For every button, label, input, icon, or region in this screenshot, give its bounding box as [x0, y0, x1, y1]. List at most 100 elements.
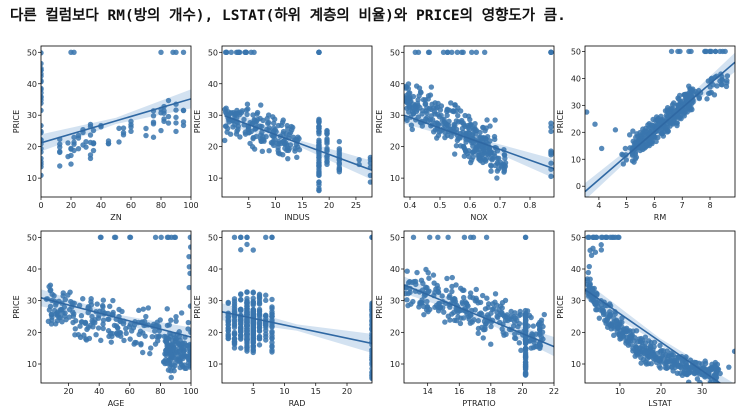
- scatter-point: [57, 314, 64, 321]
- scatter-point: [164, 306, 170, 312]
- scatter-point: [231, 329, 238, 336]
- scatter-point: [143, 132, 149, 139]
- scatter-point: [238, 306, 244, 313]
- scatter-point: [412, 49, 418, 55]
- scatter-point: [456, 307, 462, 314]
- scatter-point: [75, 135, 82, 141]
- scatter-point: [641, 128, 648, 134]
- scatter-point: [426, 275, 432, 281]
- scatter-point: [624, 328, 630, 334]
- scatter-point: [324, 153, 330, 160]
- scatter-point: [161, 108, 167, 114]
- scatter-point: [548, 49, 554, 55]
- scatter-point: [451, 124, 457, 131]
- plot-area: [404, 234, 554, 378]
- scatter-point: [489, 306, 496, 313]
- scatter-point: [243, 49, 249, 55]
- scatter-point: [250, 290, 256, 296]
- x-tick-label: 5: [624, 201, 629, 210]
- axes-frame: [40, 230, 192, 384]
- x-tick-label: 25: [351, 201, 361, 210]
- scatter-point: [665, 128, 671, 134]
- y-tick-label: 30: [208, 111, 218, 120]
- x-tick-label: 0.6: [464, 201, 477, 210]
- x-tick-label: 0: [38, 201, 43, 210]
- scatter-point: [83, 144, 89, 150]
- scatter-point: [450, 108, 457, 114]
- scatter-point: [165, 97, 172, 104]
- scatter-point: [138, 340, 144, 347]
- scatter-point: [180, 49, 187, 55]
- scatter-point: [453, 143, 460, 149]
- scatter-point: [475, 300, 481, 306]
- scatter-point: [107, 303, 113, 310]
- scatter-point: [57, 144, 63, 150]
- scatter-point: [143, 125, 149, 132]
- scatter-point: [137, 328, 144, 335]
- scatter-point: [98, 337, 104, 344]
- scatter-point: [522, 234, 529, 241]
- regression-line: [224, 115, 372, 172]
- scatter-point: [404, 268, 410, 274]
- scatter-point: [630, 128, 636, 134]
- scatter-point: [702, 360, 709, 367]
- scatter-point: [502, 314, 508, 320]
- page-headline: 다른 컬럼보다 RM(방의 개수), LSTAT(하위 계층의 비율)와 PRI…: [10, 8, 566, 24]
- scatter-point: [41, 78, 44, 85]
- scatter-point: [256, 342, 263, 348]
- scatter-point: [631, 140, 638, 146]
- scatter-point: [266, 147, 272, 154]
- scatter-point: [708, 48, 715, 55]
- scatter-point: [152, 234, 159, 241]
- scatter-point: [93, 332, 99, 338]
- scatter-point: [410, 105, 417, 112]
- scatter-point: [444, 49, 451, 55]
- scatter-point: [606, 314, 612, 320]
- scatter-point: [289, 124, 296, 131]
- x-tick-label: 80: [155, 387, 165, 396]
- scatter-point: [228, 49, 234, 55]
- scatter-point: [100, 308, 106, 314]
- scatter-point: [676, 96, 682, 102]
- scatter-point: [356, 157, 362, 163]
- scatter-point: [54, 309, 61, 315]
- scatter-point: [642, 349, 649, 355]
- scatter-point: [473, 146, 479, 153]
- scatter-point: [256, 336, 263, 342]
- subplot-indus: 5 10 15 20 25 10 20 30 40 50 INDUS PRICE: [193, 45, 373, 222]
- scatter-point: [244, 241, 250, 248]
- scatter-point: [168, 374, 174, 381]
- scatter-point: [244, 342, 250, 348]
- scatter-point: [71, 49, 77, 55]
- scatter-point: [223, 105, 229, 111]
- scatter-point: [522, 336, 529, 343]
- scatter-point: [187, 270, 191, 277]
- scatter-point: [128, 128, 134, 134]
- regression-line: [585, 288, 722, 383]
- scatter-point: [238, 345, 244, 351]
- scatter-point: [717, 370, 723, 377]
- scatter-point: [494, 168, 501, 174]
- scatter-point: [439, 117, 446, 123]
- scatter-point: [316, 162, 322, 169]
- scatter-point: [445, 234, 451, 241]
- scatter-point: [140, 306, 147, 312]
- scatter-point: [263, 322, 269, 328]
- scatter-point: [612, 127, 619, 133]
- y-tick-label: 50: [27, 48, 37, 57]
- y-tick-label: 30: [390, 297, 400, 306]
- scatter-point: [238, 332, 244, 339]
- scatter-point: [473, 49, 480, 55]
- scatter-point: [704, 96, 710, 102]
- scatter-point: [185, 326, 191, 332]
- scatter-point: [232, 110, 239, 116]
- y-tick-label: 50: [571, 47, 581, 56]
- scatter-point: [269, 323, 275, 329]
- x-tick-label: 40: [96, 201, 106, 210]
- scatter-point: [143, 313, 149, 320]
- scatter-point: [369, 369, 372, 375]
- scatter-point: [316, 49, 322, 55]
- scatter-point: [457, 320, 464, 327]
- scatter-point: [180, 119, 187, 125]
- scatter-point: [41, 60, 44, 67]
